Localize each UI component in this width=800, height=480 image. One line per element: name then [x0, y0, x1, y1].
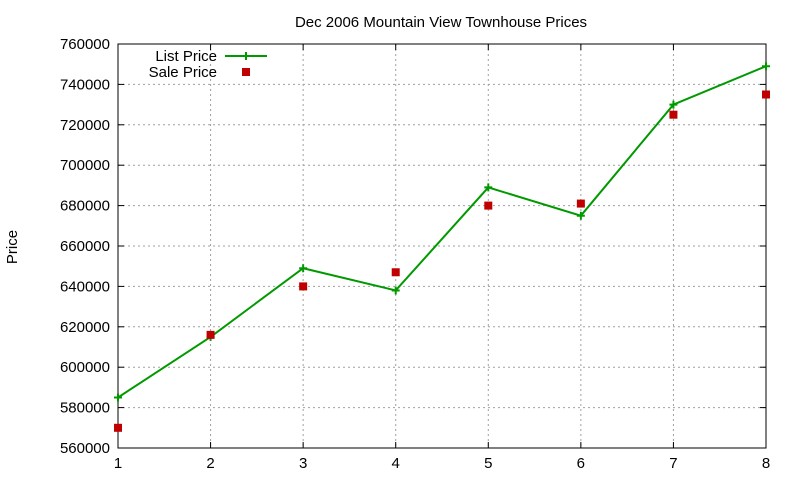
- y-tick-label: 720000: [60, 117, 110, 134]
- y-tick-label: 580000: [60, 400, 110, 417]
- x-tick-label: 7: [669, 455, 677, 472]
- x-tick-label: 5: [484, 455, 492, 472]
- list-price-point: [484, 183, 493, 192]
- sale-price-point: [299, 282, 308, 291]
- y-tick-label: 700000: [60, 157, 110, 174]
- sale-price-point: [576, 199, 585, 208]
- x-tick-label: 1: [114, 455, 122, 472]
- legend-label-list-price: List Price: [155, 48, 217, 65]
- x-tick-label: 8: [762, 455, 770, 472]
- legend-square-marker: [242, 68, 250, 76]
- y-axis-label: Price: [4, 230, 21, 264]
- sale-price-point: [669, 110, 678, 119]
- sale-price-point: [484, 201, 493, 210]
- x-tick-label: 2: [206, 455, 214, 472]
- chart-title: Dec 2006 Mountain View Townhouse Prices: [295, 14, 587, 31]
- list-price-point: [669, 100, 678, 109]
- sale-price-point: [391, 268, 400, 277]
- y-tick-label: 660000: [60, 238, 110, 255]
- y-tick-label: 640000: [60, 278, 110, 295]
- x-tick-label: 6: [577, 455, 585, 472]
- y-tick-label: 600000: [60, 359, 110, 376]
- y-tick-label: 680000: [60, 198, 110, 215]
- legend-plus-marker: [242, 52, 250, 60]
- y-tick-label: 620000: [60, 319, 110, 336]
- x-tick-label: 3: [299, 455, 307, 472]
- legend-label-sale-price: Sale Price: [149, 64, 217, 81]
- sale-price-point: [114, 423, 122, 432]
- y-tick-label: 760000: [60, 36, 110, 53]
- ticks-layer: 560000 580000 600000 620000 640000 660000 6800…: [60, 36, 770, 472]
- y-tick-label: 740000: [60, 76, 110, 93]
- grid-layer: [118, 44, 766, 448]
- list-price-point: [114, 393, 122, 402]
- sale-price-point: [762, 90, 770, 99]
- legend: List Price Sale Price: [149, 48, 267, 81]
- x-tick-label: 4: [392, 455, 400, 472]
- y-tick-label: 560000: [60, 440, 110, 457]
- list-price-point: [299, 264, 308, 273]
- list-price-point: [762, 62, 770, 71]
- list-price-point: [391, 286, 400, 295]
- series-line-list-price: [117, 65, 767, 399]
- sale-price-point: [206, 330, 215, 339]
- list-price-point: [576, 211, 585, 220]
- series-layer: [114, 62, 770, 432]
